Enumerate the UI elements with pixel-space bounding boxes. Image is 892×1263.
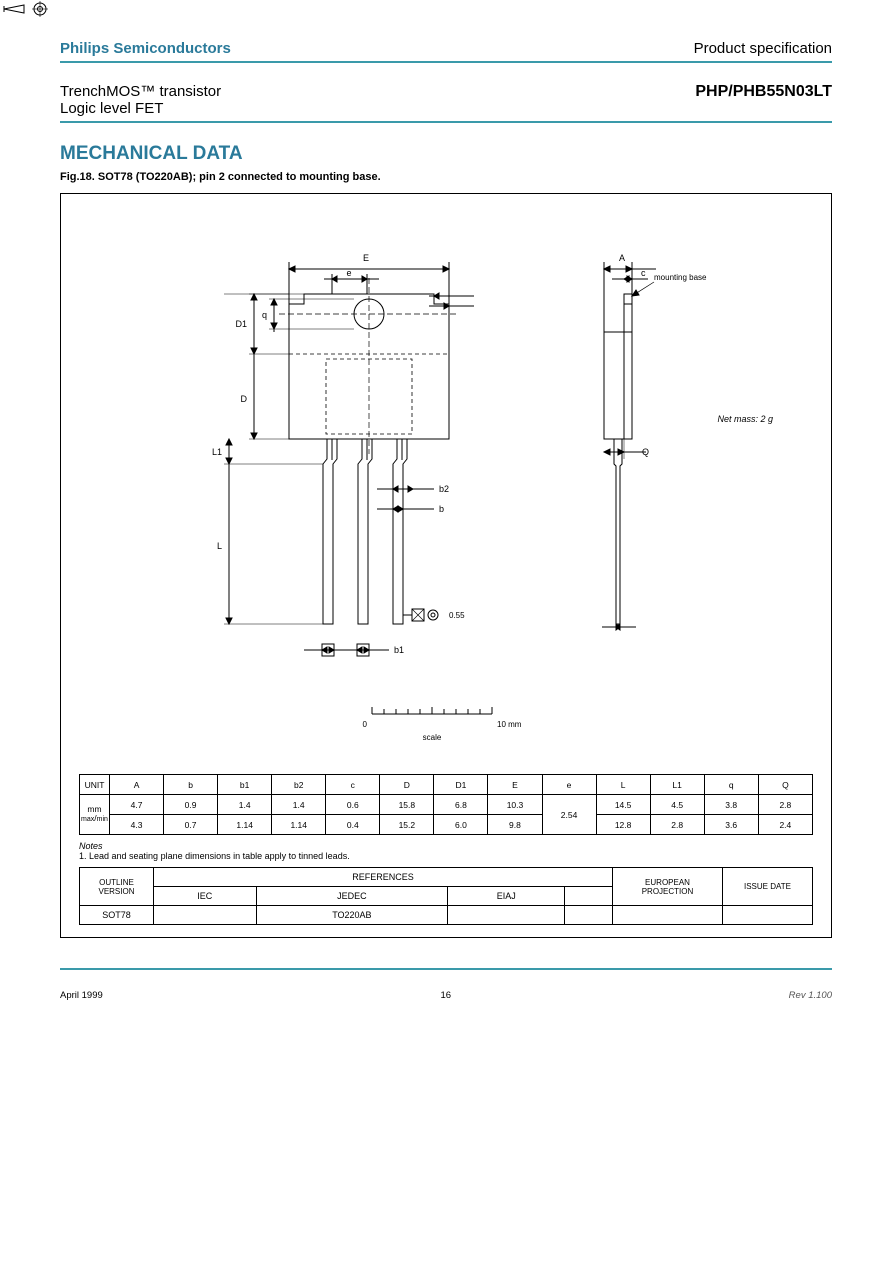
svg-text:0: 0: [363, 720, 368, 729]
figure-area: E e q D1 D L1 L b2 b b1 0.55 A c mountin…: [79, 214, 813, 774]
svg-text:b: b: [439, 504, 444, 514]
svg-text:b2: b2: [439, 484, 449, 494]
part-number: PHP/PHB55N03LT: [695, 83, 832, 101]
svg-text:c: c: [641, 268, 646, 278]
svg-text:10 mm: 10 mm: [497, 720, 522, 729]
info-table: OUTLINE VERSION REFERENCES EUROPEAN PROJ…: [79, 867, 813, 925]
dimension-table: UNIT Abb1 b2cD D1Ee LL1q Q mmmax/min 4.7…: [79, 774, 813, 835]
dim-row-min: 4.30.71.14 1.140.415.2 6.09.8 12.82.83.6…: [80, 815, 813, 835]
svg-text:L: L: [217, 541, 222, 551]
footer-date: April 1999: [60, 990, 103, 1001]
svg-text:A: A: [619, 253, 625, 263]
desc-line1: TrenchMOS™ transistor: [60, 83, 221, 100]
desc-line2: Logic level FET: [60, 100, 221, 117]
section-title: MECHANICAL DATA: [60, 143, 832, 165]
net-mass: Net mass: 2 g: [717, 414, 773, 424]
brand: Philips Semiconductors: [60, 40, 231, 57]
svg-text:Q: Q: [642, 447, 649, 457]
figure-caption: Fig.18. SOT78 (TO220AB); pin 2 connected…: [60, 171, 832, 183]
svg-text:scale: scale: [423, 733, 442, 742]
drawing-frame: E e q D1 D L1 L b2 b b1 0.55 A c mountin…: [60, 193, 832, 938]
svg-text:L1: L1: [212, 447, 222, 457]
svg-text:D: D: [241, 394, 248, 404]
package-diagram: E e q D1 D L1 L b2 b b1 0.55 A c mountin…: [79, 214, 809, 774]
dim-row-max: mmmax/min 4.70.91.4 1.40.615.8 6.810.32.…: [80, 795, 813, 815]
svg-text:D1: D1: [235, 319, 247, 329]
divider-bottom: [60, 968, 832, 970]
projection-icon: [0, 0, 60, 18]
note-1: 1. Lead and seating plane dimensions in …: [79, 851, 813, 861]
svg-text:e: e: [346, 268, 351, 278]
footer-rev: Rev 1.100: [789, 990, 832, 1001]
divider-mid: [60, 121, 832, 123]
svg-text:0.55: 0.55: [449, 611, 465, 620]
product-spec-label: Product specification: [694, 40, 832, 57]
divider-top: [60, 61, 832, 63]
svg-text:b1: b1: [394, 645, 404, 655]
footer-page: 16: [440, 990, 451, 1001]
svg-text:E: E: [363, 253, 369, 263]
svg-text:mounting base: mounting base: [654, 273, 707, 282]
dim-header-row: UNIT Abb1 b2cD D1Ee LL1q Q: [80, 775, 813, 795]
svg-text:q: q: [262, 310, 267, 320]
notes-heading: Notes: [79, 841, 813, 851]
